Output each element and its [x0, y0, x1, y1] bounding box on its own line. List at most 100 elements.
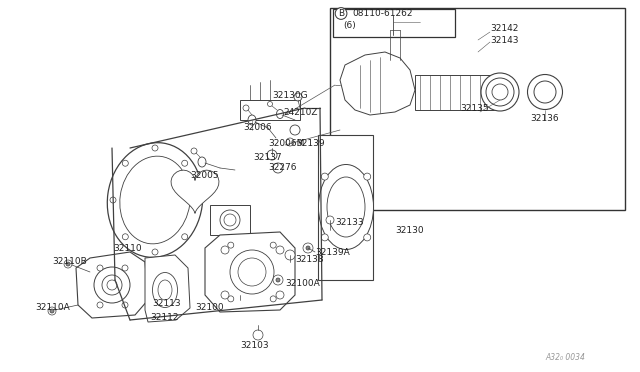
Circle shape	[194, 197, 200, 203]
Circle shape	[152, 145, 158, 151]
Text: 32136: 32136	[530, 113, 559, 122]
Text: 32137: 32137	[253, 153, 282, 161]
Circle shape	[97, 302, 103, 308]
Text: 32138: 32138	[295, 256, 324, 264]
Ellipse shape	[534, 81, 556, 103]
Circle shape	[303, 243, 313, 253]
Text: 32130: 32130	[395, 225, 424, 234]
Text: 32139: 32139	[296, 138, 324, 148]
Ellipse shape	[198, 157, 206, 167]
Ellipse shape	[481, 73, 519, 111]
Circle shape	[270, 242, 276, 248]
Circle shape	[221, 291, 229, 299]
Polygon shape	[171, 170, 219, 214]
Text: 32006: 32006	[243, 122, 271, 131]
Text: 32103: 32103	[240, 341, 269, 350]
Circle shape	[276, 246, 284, 254]
Ellipse shape	[486, 78, 514, 106]
Circle shape	[306, 246, 310, 250]
Circle shape	[228, 296, 234, 302]
Circle shape	[326, 216, 334, 224]
Circle shape	[364, 234, 371, 241]
Circle shape	[276, 278, 280, 282]
Bar	[330, 8, 625, 210]
Text: (6): (6)	[343, 21, 356, 30]
Bar	[240, 100, 300, 120]
Ellipse shape	[527, 74, 563, 109]
Ellipse shape	[492, 84, 508, 100]
Text: 32133: 32133	[335, 218, 364, 227]
Circle shape	[285, 250, 295, 260]
Circle shape	[97, 265, 103, 271]
Circle shape	[364, 173, 371, 180]
Circle shape	[152, 249, 158, 255]
FancyBboxPatch shape	[333, 9, 455, 37]
Circle shape	[182, 234, 188, 240]
Circle shape	[107, 280, 117, 290]
Polygon shape	[76, 252, 148, 318]
Circle shape	[64, 260, 72, 268]
Ellipse shape	[319, 164, 374, 250]
Circle shape	[294, 93, 302, 101]
Text: 32143: 32143	[490, 35, 518, 45]
Circle shape	[235, 300, 245, 310]
Polygon shape	[205, 232, 295, 312]
Ellipse shape	[158, 280, 172, 300]
Text: 32112: 32112	[150, 314, 179, 323]
Circle shape	[94, 267, 130, 303]
Circle shape	[66, 262, 70, 266]
Text: 32110A: 32110A	[35, 304, 70, 312]
Circle shape	[253, 330, 263, 340]
Circle shape	[182, 160, 188, 166]
Polygon shape	[340, 52, 415, 115]
Text: B: B	[338, 9, 344, 18]
Text: 32100A: 32100A	[285, 279, 320, 288]
Bar	[210, 205, 250, 235]
Text: 32142: 32142	[490, 23, 518, 32]
Circle shape	[221, 246, 229, 254]
Circle shape	[224, 214, 236, 226]
Ellipse shape	[108, 143, 203, 257]
Circle shape	[273, 275, 283, 285]
Ellipse shape	[191, 148, 197, 154]
Circle shape	[122, 160, 128, 166]
Circle shape	[290, 125, 300, 135]
Text: 24210Z: 24210Z	[283, 108, 317, 116]
Circle shape	[220, 210, 240, 230]
Text: 32110B: 32110B	[52, 257, 87, 266]
Text: 32130G: 32130G	[272, 90, 308, 99]
Bar	[415, 75, 495, 110]
Ellipse shape	[120, 156, 190, 244]
Text: 08110-61262: 08110-61262	[352, 9, 413, 18]
Circle shape	[393, 20, 397, 24]
Circle shape	[286, 138, 294, 146]
Circle shape	[228, 242, 234, 248]
Circle shape	[50, 309, 54, 313]
Text: 32135: 32135	[460, 103, 488, 112]
Circle shape	[273, 163, 283, 173]
Circle shape	[276, 291, 284, 299]
Circle shape	[389, 9, 397, 17]
Circle shape	[48, 307, 56, 315]
Circle shape	[270, 296, 276, 302]
Circle shape	[321, 234, 328, 241]
Ellipse shape	[152, 273, 177, 308]
Circle shape	[122, 234, 128, 240]
Circle shape	[230, 250, 274, 294]
Text: 32276: 32276	[268, 163, 296, 171]
Circle shape	[110, 197, 116, 203]
Text: A32₀ 0034: A32₀ 0034	[545, 353, 585, 362]
Text: 32005: 32005	[190, 170, 219, 180]
Text: 32006M: 32006M	[268, 138, 305, 148]
Ellipse shape	[327, 177, 365, 237]
Circle shape	[391, 11, 395, 15]
Text: 32110: 32110	[113, 244, 141, 253]
Bar	[318, 135, 373, 280]
Circle shape	[102, 275, 122, 295]
Ellipse shape	[276, 109, 284, 119]
Circle shape	[267, 150, 277, 160]
Circle shape	[238, 258, 266, 286]
Ellipse shape	[248, 115, 256, 125]
Text: 32100: 32100	[195, 304, 223, 312]
Circle shape	[122, 265, 128, 271]
